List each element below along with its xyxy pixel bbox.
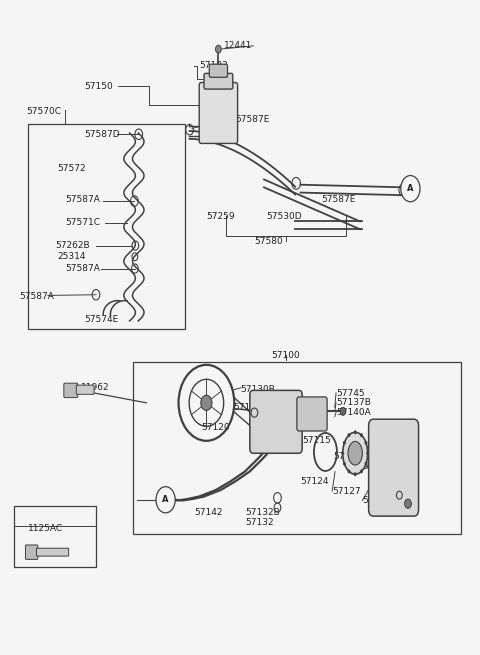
Text: 57571C: 57571C <box>65 218 100 227</box>
Circle shape <box>365 441 368 445</box>
Text: 11962: 11962 <box>81 383 109 392</box>
Text: 57127: 57127 <box>332 487 361 496</box>
Text: 57574E: 57574E <box>84 315 118 324</box>
Circle shape <box>401 176 420 202</box>
Text: 57572: 57572 <box>58 164 86 173</box>
Circle shape <box>343 462 346 466</box>
Text: 57587A: 57587A <box>19 292 54 301</box>
Text: 57587A: 57587A <box>65 195 100 204</box>
Text: 57530D: 57530D <box>266 212 302 221</box>
FancyBboxPatch shape <box>36 548 69 556</box>
Text: 57259: 57259 <box>206 212 235 221</box>
Text: 57132: 57132 <box>245 517 274 527</box>
Text: 57580: 57580 <box>254 236 283 246</box>
Text: 57100: 57100 <box>271 350 300 360</box>
FancyBboxPatch shape <box>64 383 78 398</box>
Text: 57126A: 57126A <box>362 496 397 505</box>
Text: 57570C: 57570C <box>26 107 61 116</box>
Text: 57143C: 57143C <box>233 403 268 412</box>
Text: 57137B: 57137B <box>336 398 371 407</box>
Text: 57123: 57123 <box>334 452 362 461</box>
Text: A: A <box>162 495 169 504</box>
Ellipse shape <box>348 441 362 465</box>
FancyBboxPatch shape <box>297 397 327 431</box>
Text: 57587D: 57587D <box>84 130 120 139</box>
Text: 57150: 57150 <box>84 82 113 91</box>
Circle shape <box>348 433 350 437</box>
Circle shape <box>405 499 411 508</box>
Circle shape <box>201 395 212 411</box>
Circle shape <box>354 430 357 434</box>
Text: 57262B: 57262B <box>55 241 90 250</box>
Text: 57120: 57120 <box>202 423 230 432</box>
Ellipse shape <box>343 432 368 474</box>
Circle shape <box>354 472 357 476</box>
FancyBboxPatch shape <box>76 385 94 394</box>
Circle shape <box>365 462 368 466</box>
Circle shape <box>156 487 175 513</box>
Text: 57132: 57132 <box>362 452 391 461</box>
Text: 57745: 57745 <box>336 388 365 398</box>
FancyBboxPatch shape <box>204 73 233 89</box>
Text: 57115: 57115 <box>302 436 331 445</box>
Circle shape <box>340 407 346 415</box>
FancyBboxPatch shape <box>25 545 38 559</box>
FancyBboxPatch shape <box>209 64 228 77</box>
Text: 1125AC: 1125AC <box>28 524 63 533</box>
Text: 57587E: 57587E <box>235 115 270 124</box>
Text: 57183: 57183 <box>199 61 228 70</box>
FancyBboxPatch shape <box>369 419 419 516</box>
Circle shape <box>360 433 363 437</box>
Text: 57124: 57124 <box>300 477 328 486</box>
Circle shape <box>343 441 346 445</box>
Circle shape <box>360 470 363 474</box>
Text: 57130B: 57130B <box>240 384 275 394</box>
Text: 57587A: 57587A <box>65 264 100 273</box>
FancyBboxPatch shape <box>250 390 302 453</box>
Circle shape <box>348 470 350 474</box>
Text: 57132B: 57132B <box>245 508 279 517</box>
FancyBboxPatch shape <box>199 83 238 143</box>
Circle shape <box>216 45 221 53</box>
Circle shape <box>341 451 344 455</box>
Text: A: A <box>407 184 414 193</box>
Text: 25314: 25314 <box>58 252 86 261</box>
Text: 57132B: 57132B <box>362 462 397 471</box>
Text: 57587E: 57587E <box>322 195 356 204</box>
Text: 57142: 57142 <box>194 508 223 517</box>
Circle shape <box>366 451 369 455</box>
Text: 57140A: 57140A <box>336 408 371 417</box>
Text: 12441: 12441 <box>224 41 252 50</box>
